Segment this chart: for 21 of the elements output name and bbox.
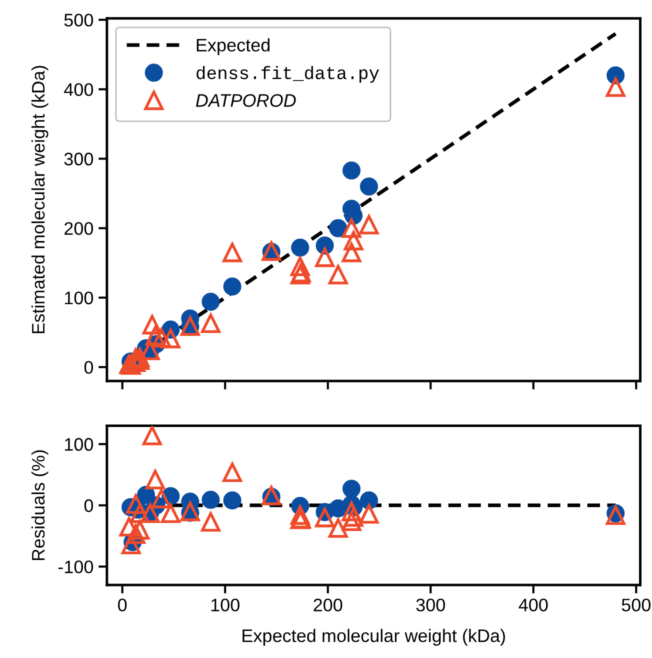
y-tick-label: -100 — [58, 560, 94, 574]
y-tick-label: 0 — [84, 499, 94, 512]
legend-label: DATPOROD — [196, 94, 296, 107]
y-tick-label: 0 — [84, 361, 94, 374]
y-tick-label: 300 — [64, 152, 94, 166]
y-axis-title: Residuals (%) — [31, 450, 48, 560]
legend-label: Expected — [196, 38, 270, 56]
x-tick-label: 200 — [314, 598, 342, 612]
x-tick-label: 500 — [622, 598, 651, 612]
legend-label: denss.fit_data.py — [196, 66, 379, 83]
y-tick-label: 200 — [64, 222, 94, 235]
x-tick-label: 300 — [416, 598, 445, 612]
x-tick-label: 400 — [518, 598, 548, 612]
y-tick-label: 100 — [64, 438, 94, 451]
x-axis-title: Expected molecular weight (kDa) — [242, 628, 505, 646]
y-axis-title: Estimated molecular weight (kDa) — [31, 66, 48, 334]
x-tick-label: 0 — [118, 598, 127, 612]
x-tick-label: 100 — [211, 598, 240, 612]
y-tick-label: 400 — [64, 83, 94, 96]
y-tick-label: 500 — [64, 14, 94, 27]
y-tick-label: 100 — [64, 292, 94, 304]
